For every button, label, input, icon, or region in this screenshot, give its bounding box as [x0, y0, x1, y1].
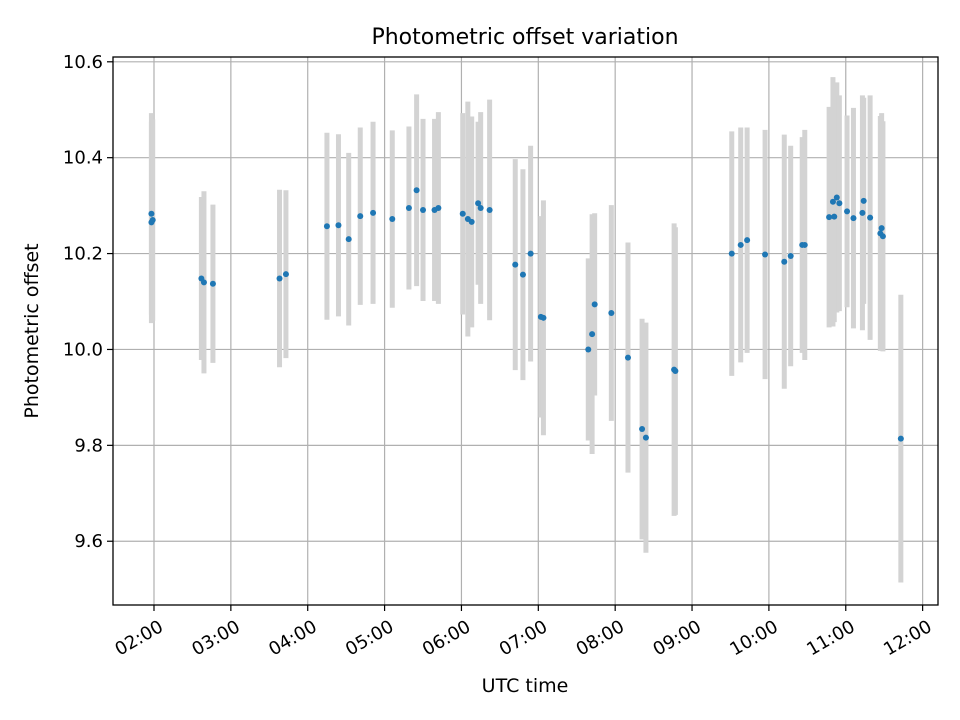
data-point [282, 271, 289, 278]
data-point [540, 314, 547, 321]
y-axis-label: Photometric offset [21, 243, 43, 418]
data-point [639, 426, 646, 433]
x-tick-label: 07:00 [496, 616, 551, 660]
x-tick-label: 11:00 [803, 616, 858, 660]
data-point [512, 261, 519, 268]
data-point [405, 205, 412, 212]
data-point [879, 233, 886, 240]
data-point [844, 208, 851, 215]
data-point [787, 252, 794, 259]
grid [113, 57, 938, 605]
data-point [209, 280, 216, 287]
data-point [477, 205, 484, 212]
data-point [323, 223, 330, 230]
data-point [867, 214, 874, 221]
x-axis-label: UTC time [482, 675, 569, 697]
data-point [345, 236, 352, 243]
data-point [459, 210, 466, 217]
y-tick-label: 10.4 [63, 148, 103, 169]
data-point [672, 368, 679, 375]
data-point [744, 237, 751, 244]
x-tick-label: 08:00 [573, 616, 628, 660]
data-point [435, 205, 442, 212]
data-point [850, 215, 857, 222]
data-point [781, 258, 788, 265]
data-point [475, 200, 482, 207]
data-point [860, 197, 867, 204]
data-point [737, 241, 744, 248]
error-bars [148, 77, 904, 583]
data-point [642, 434, 649, 441]
data-point [897, 435, 904, 442]
data-point [200, 279, 207, 286]
x-tick-label: 06:00 [419, 616, 474, 660]
data-point [468, 218, 475, 225]
plot-frame [112, 56, 939, 606]
y-tick-label: 10.0 [63, 339, 103, 360]
data-point [335, 222, 342, 229]
data-points [148, 187, 904, 442]
data-point [148, 210, 155, 217]
data-point [389, 216, 396, 223]
x-tick-label: 09:00 [650, 616, 705, 660]
data-point [859, 209, 866, 216]
chart-title: Photometric offset variation [371, 25, 678, 50]
data-point [276, 275, 283, 282]
data-point [878, 225, 885, 232]
data-point [762, 251, 769, 258]
x-tick-label: 10:00 [726, 616, 781, 660]
x-tick-label: 02:00 [111, 616, 166, 660]
data-point [519, 271, 526, 278]
x-tick-label: 05:00 [342, 616, 397, 660]
data-point [826, 214, 833, 221]
x-tick-label: 12:00 [880, 616, 935, 660]
data-point [591, 301, 598, 308]
y-tick-label: 10.6 [63, 52, 103, 73]
data-point [357, 213, 364, 220]
data-point [831, 213, 838, 220]
data-point [833, 194, 840, 201]
data-point [486, 206, 493, 213]
x-tick-label: 04:00 [265, 616, 320, 660]
data-point [149, 217, 156, 224]
data-point [728, 250, 735, 257]
data-point [589, 331, 596, 338]
data-point [585, 346, 592, 353]
data-point [829, 198, 836, 205]
x-tick-label: 03:00 [188, 616, 243, 660]
data-point [370, 209, 377, 216]
y-tick-label: 9.6 [74, 531, 103, 552]
data-point [527, 250, 534, 257]
data-point [413, 187, 420, 194]
data-point [420, 206, 427, 213]
x-axis-ticks: 02:00 03:00 04:00 05:00 06:00 07:00 08:00 09:00… [111, 605, 936, 660]
y-tick-label: 9.8 [74, 435, 103, 456]
data-point [608, 310, 615, 317]
data-point [624, 354, 631, 361]
data-point [836, 200, 843, 207]
y-axis-ticks: 9.6 9.8 10.0 10.2 10.4 10.6 [63, 52, 113, 552]
y-tick-label: 10.2 [63, 244, 103, 265]
data-point [801, 241, 808, 248]
